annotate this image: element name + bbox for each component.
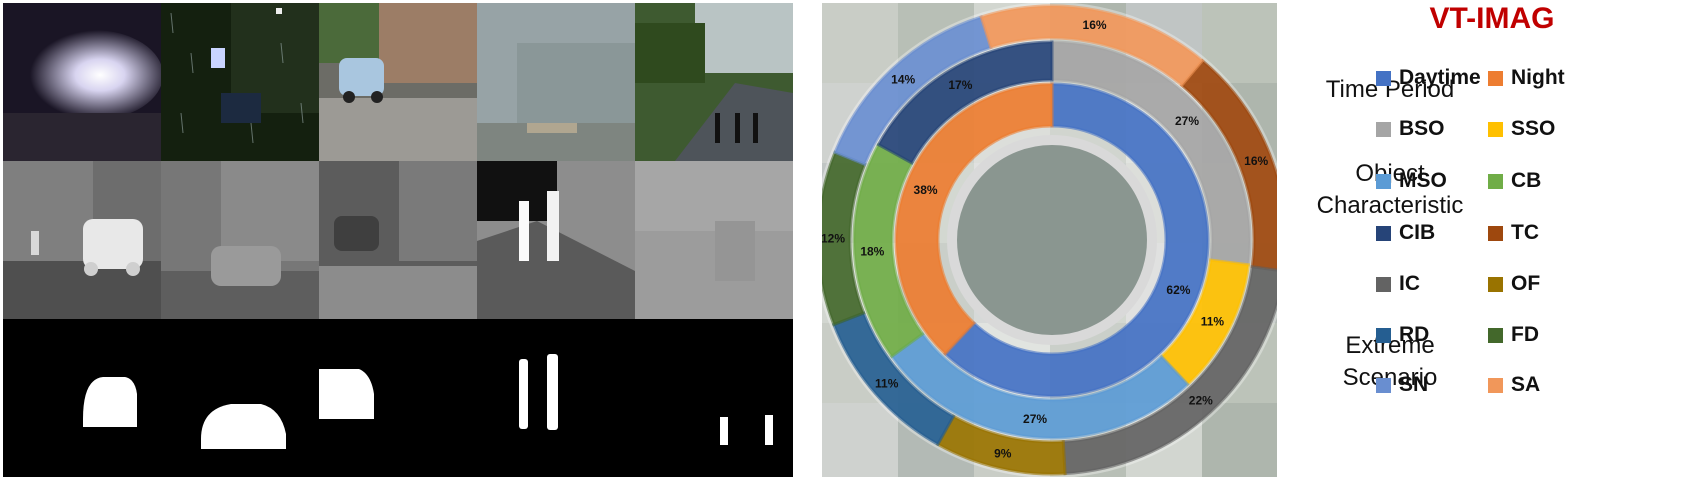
legend-label: CIB bbox=[1399, 221, 1436, 244]
slice-sa bbox=[979, 4, 1205, 88]
legend-label: FD bbox=[1511, 323, 1539, 346]
legend-item-of: OF bbox=[1488, 269, 1540, 299]
slice-label-sa: 16% bbox=[1083, 18, 1107, 32]
mask-car-2 bbox=[161, 319, 319, 477]
legend-label: OF bbox=[1511, 272, 1541, 295]
legend-item-ic: IC bbox=[1376, 269, 1420, 299]
legend-label: RD bbox=[1399, 323, 1430, 346]
legend-item-cb: CB bbox=[1488, 166, 1541, 196]
slice-daytime bbox=[943, 82, 1210, 398]
slice-label-bso: 27% bbox=[1175, 114, 1199, 128]
rgb-image-fog bbox=[477, 3, 635, 161]
legend-label: TC bbox=[1511, 221, 1539, 244]
legend-item-sn: SN bbox=[1376, 370, 1428, 400]
slice-label-sn: 14% bbox=[891, 72, 915, 86]
legend-item-bso: BSO bbox=[1376, 114, 1445, 144]
legend-label: SA bbox=[1511, 373, 1541, 396]
sample-image-grid bbox=[3, 3, 795, 479]
mask-car-1 bbox=[3, 319, 161, 477]
legend-swatch bbox=[1488, 225, 1503, 241]
slice-label-tc: 16% bbox=[1244, 154, 1268, 168]
legend-item-cib: CIB bbox=[1376, 218, 1435, 248]
legend-item-tc: TC bbox=[1488, 218, 1539, 248]
group-label-object-characteristic-text: Object Characteristic bbox=[1316, 160, 1464, 219]
mask-poles bbox=[635, 319, 793, 477]
legend-swatch bbox=[1488, 377, 1503, 393]
slice-label-cb: 18% bbox=[860, 244, 884, 258]
legend-swatch bbox=[1376, 225, 1391, 241]
legend-label: BSO bbox=[1399, 117, 1445, 140]
rgb-image-rain-night bbox=[161, 3, 319, 161]
dataset-composition-chart: 62% 38% 27% 11% 27% 18% 17% 16% 22% 9% 11% 12% 14% 16… bbox=[822, 3, 1277, 477]
rgb-image-night-glare bbox=[3, 3, 161, 161]
slice-cib bbox=[876, 40, 1054, 165]
slice-label-rd: 11% bbox=[875, 377, 899, 391]
mask-car-3 bbox=[319, 319, 477, 477]
thermal-image-car-trees bbox=[319, 161, 477, 319]
nested-donut-chart: 62% 38% 27% 11% 27% 18% 17% 16% 22% 9% 11% 12% 14% 16… bbox=[822, 3, 1277, 477]
slice-label-cib: 17% bbox=[948, 78, 972, 92]
legend-item-sso: SSO bbox=[1488, 114, 1555, 144]
legend-swatch bbox=[1488, 276, 1503, 292]
background-photo-tile bbox=[822, 3, 898, 83]
legend-item-mso: MSO bbox=[1376, 166, 1447, 196]
legend-title: VT-IMAG bbox=[1429, 2, 1555, 35]
mask-pedestrians bbox=[477, 319, 635, 477]
thermal-image-pedestrians bbox=[477, 161, 635, 319]
legend-swatch bbox=[1376, 327, 1391, 343]
legend-item-fd: FD bbox=[1488, 320, 1539, 350]
legend-swatch bbox=[1488, 121, 1503, 137]
rgb-image-car-day bbox=[319, 3, 477, 161]
slice-label-mso: 27% bbox=[1023, 412, 1047, 426]
legend-swatch bbox=[1376, 121, 1391, 137]
thermal-image-car bbox=[3, 161, 161, 319]
thermal-image-car-rain bbox=[161, 161, 319, 319]
slice-night bbox=[894, 82, 1054, 356]
legend-item-rd: RD bbox=[1376, 320, 1429, 350]
donut-center-photo bbox=[947, 135, 1157, 345]
legend-item-daytime: Daytime bbox=[1376, 63, 1481, 93]
rgb-image-street-trees bbox=[635, 3, 793, 161]
slice-label-sso: 11% bbox=[1201, 315, 1225, 329]
legend-panel: VT-IMAG Time Period Object Characteristi… bbox=[1290, 0, 1682, 481]
background-photo-tile bbox=[1202, 403, 1277, 477]
slice-label-daytime: 62% bbox=[1166, 283, 1190, 297]
legend-swatch bbox=[1488, 173, 1503, 189]
slice-label-of: 9% bbox=[994, 446, 1012, 460]
slice-label-night: 38% bbox=[914, 183, 938, 197]
legend-label: MSO bbox=[1399, 169, 1447, 192]
legend-label: SSO bbox=[1511, 117, 1556, 140]
background-photo-tile bbox=[822, 403, 898, 477]
legend-item-sa: SA bbox=[1488, 370, 1540, 400]
legend-label: CB bbox=[1511, 169, 1542, 192]
legend-swatch bbox=[1376, 70, 1391, 86]
legend-label: IC bbox=[1399, 272, 1420, 295]
legend-swatch bbox=[1376, 173, 1391, 189]
legend-label: SN bbox=[1399, 373, 1429, 396]
legend-swatch bbox=[1488, 327, 1503, 343]
legend-swatch bbox=[1376, 276, 1391, 292]
slice-label-fd: 12% bbox=[822, 231, 845, 245]
legend-item-night: Night bbox=[1488, 63, 1565, 93]
slice-label-ic: 22% bbox=[1189, 394, 1213, 408]
group-label-object-characteristic: Object Characteristic bbox=[1290, 158, 1490, 222]
legend-label: Night bbox=[1511, 66, 1565, 89]
legend-swatch bbox=[1488, 70, 1503, 86]
legend-swatch bbox=[1376, 377, 1391, 393]
legend-label: Daytime bbox=[1399, 66, 1481, 89]
thermal-image-low-contrast bbox=[635, 161, 793, 319]
